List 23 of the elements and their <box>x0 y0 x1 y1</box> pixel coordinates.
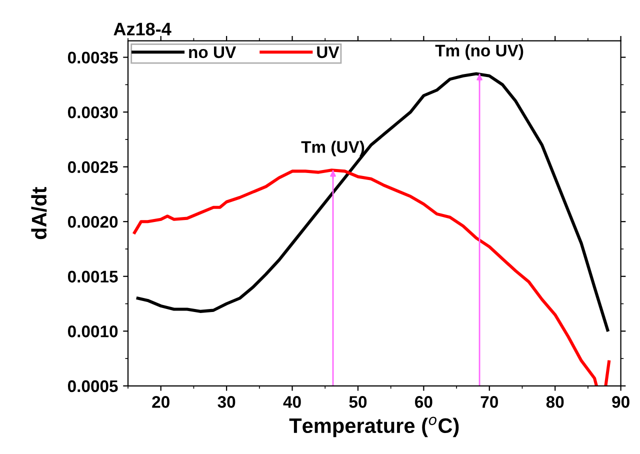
annotation: Tm (no UV) <box>435 44 524 60</box>
x-tick-label: 90 <box>612 396 630 408</box>
chart-title: Az18-4 <box>114 22 172 36</box>
x-tick-label: 40 <box>283 396 301 408</box>
x-tick-label: 80 <box>546 396 564 408</box>
line-series <box>136 72 610 332</box>
x-tick-label: 70 <box>480 396 498 408</box>
x-axis-title: Temperature ($^{o}$C) <box>289 416 459 438</box>
legend-label: no UV <box>189 46 236 58</box>
x-tick-label: 60 <box>415 396 432 408</box>
y-tick-label: 0.0010 <box>68 326 118 338</box>
annotation: Tm (UV) <box>301 140 364 156</box>
x-tick-label: 30 <box>218 396 236 408</box>
x-tick-label: 20 <box>152 396 170 408</box>
x-tick-label: 50 <box>349 396 367 408</box>
y-tick-label: 0.0015 <box>68 270 118 283</box>
y-axis-title: dA/dt <box>31 187 47 240</box>
legend-label: UV <box>317 46 340 58</box>
y-tick-label: 0.0025 <box>68 161 118 174</box>
y-tick-label: 0.0035 <box>68 52 118 64</box>
y-tick-label: 0.0005 <box>68 380 118 392</box>
y-tick-label: 0.0030 <box>68 106 118 118</box>
y-tick-label: 0.0020 <box>68 216 118 228</box>
